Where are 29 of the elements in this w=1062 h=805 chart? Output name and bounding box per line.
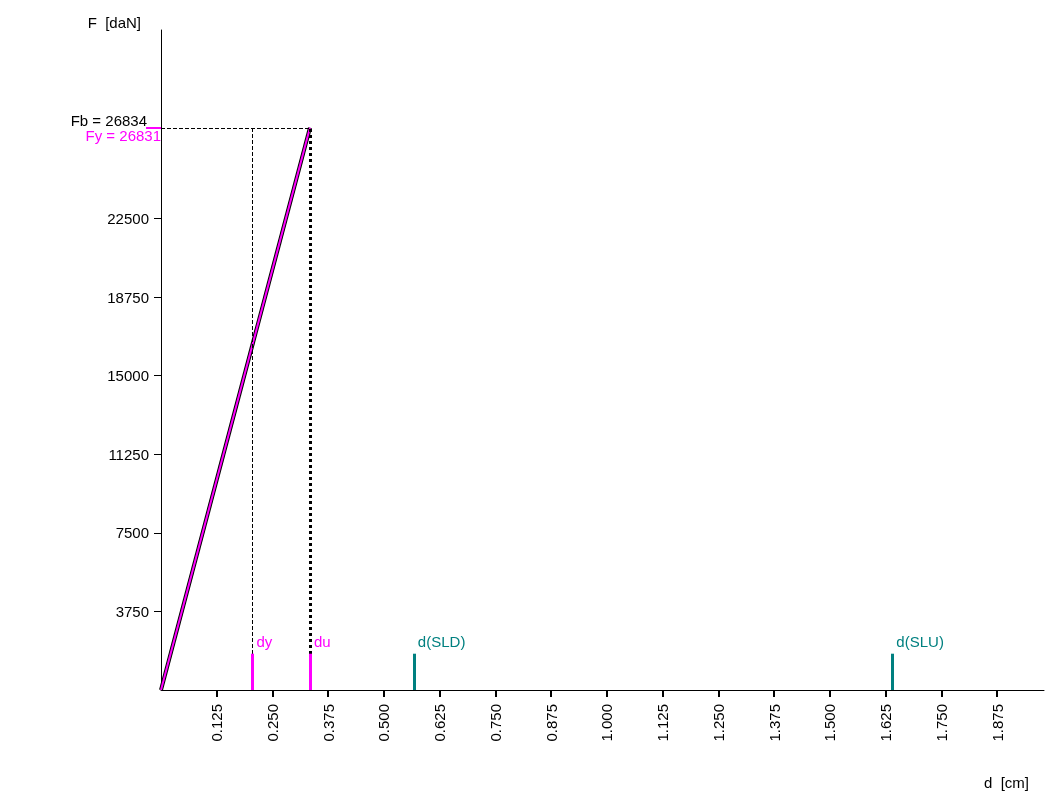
y-axis-title: F [daN] bbox=[87, 14, 141, 31]
x-tick-label: 0.625 bbox=[431, 704, 449, 742]
x-tick-label: 0.125 bbox=[208, 704, 226, 742]
x-tick-label: 1.625 bbox=[877, 704, 895, 742]
x-tick-label: 0.750 bbox=[486, 704, 504, 742]
x-tick-label: 1.875 bbox=[988, 704, 1006, 742]
ref-line-label: d(SLD) bbox=[417, 632, 466, 650]
x-tick-label: 1.500 bbox=[821, 704, 839, 742]
x-tick-label: 1.750 bbox=[932, 704, 950, 742]
ref-line-label: Fb = 26834 bbox=[70, 111, 147, 129]
x-tick-label: 0.250 bbox=[263, 704, 281, 742]
x-tick-label: 1.250 bbox=[709, 704, 727, 742]
x-tick-label: 1.375 bbox=[765, 704, 783, 742]
y-tick-label: 7500 bbox=[115, 524, 149, 542]
x-tick-label: 1.125 bbox=[654, 704, 672, 742]
y-tick-label: 22500 bbox=[107, 210, 149, 228]
y-tick-label: 11250 bbox=[108, 445, 149, 463]
y-tick-label: 3750 bbox=[115, 602, 149, 620]
ref-line-label: Fy = 26831 bbox=[85, 126, 161, 144]
x-tick-label: 0.375 bbox=[319, 704, 337, 742]
x-tick-label: 0.500 bbox=[375, 704, 393, 742]
y-tick-label: 15000 bbox=[107, 367, 149, 385]
x-tick-label: 0.875 bbox=[542, 704, 560, 742]
y-tick-label: 18750 bbox=[107, 288, 149, 306]
x-axis-title: d [cm] bbox=[984, 774, 1030, 791]
ref-line-label: d(SLU) bbox=[896, 632, 944, 650]
x-tick-label: 1.000 bbox=[598, 704, 616, 742]
ref-line-label: du bbox=[313, 632, 331, 650]
ref-line-label: dy bbox=[256, 632, 273, 650]
